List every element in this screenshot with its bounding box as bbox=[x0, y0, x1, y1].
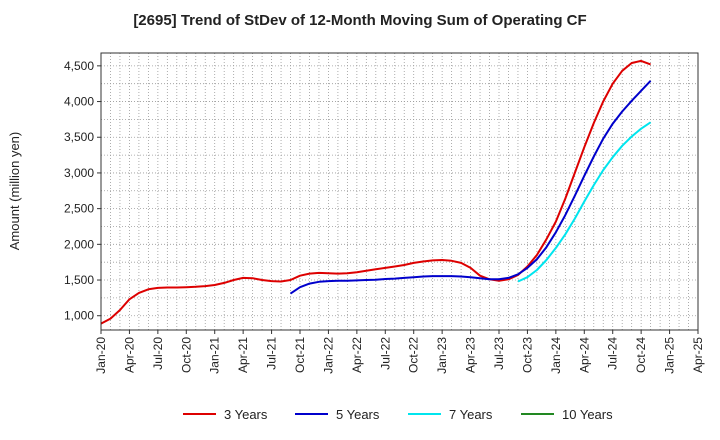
x-tick-label: Jan-21 bbox=[208, 337, 222, 374]
x-tick-label: Apr-20 bbox=[122, 337, 136, 373]
plot-frame bbox=[100, 52, 699, 331]
x-tick-label: Apr-21 bbox=[236, 337, 250, 373]
legend-label: 3 Years bbox=[224, 407, 268, 422]
x-tick-label: Jan-25 bbox=[663, 337, 677, 374]
grid bbox=[101, 53, 698, 330]
x-tick-label: Oct-24 bbox=[634, 337, 648, 373]
y-tick-label: 2,500 bbox=[64, 202, 94, 216]
x-tick-label: Jul-21 bbox=[265, 337, 279, 370]
x-tick-label: Oct-23 bbox=[520, 337, 534, 373]
legend-label: 7 Years bbox=[449, 407, 493, 422]
legend-label: 5 Years bbox=[336, 407, 380, 422]
x-tick-label: Jul-23 bbox=[492, 337, 506, 370]
series-line-5-years bbox=[289, 80, 652, 295]
x-tick-label: Oct-22 bbox=[407, 337, 421, 373]
x-tick-label: Jul-22 bbox=[378, 337, 392, 370]
x-tick-label: Jan-20 bbox=[94, 337, 108, 374]
x-tick-label: Apr-25 bbox=[691, 337, 705, 373]
x-tick-label: Jan-23 bbox=[435, 337, 449, 374]
plot-area bbox=[101, 53, 698, 330]
y-tick-label: 3,500 bbox=[64, 130, 94, 144]
x-axis: Jan-20 Apr-20 Jul-20 Oct-20 Jan-21 Apr-21 Jul-… bbox=[94, 330, 705, 374]
x-tick-label: Jul-20 bbox=[151, 337, 165, 370]
chart-title: [2695] Trend of StDev of 12-Month Moving… bbox=[133, 12, 587, 29]
x-tick-label: Apr-22 bbox=[350, 337, 364, 373]
y-tick-label: 1,000 bbox=[64, 309, 94, 323]
y-tick-label: 3,000 bbox=[64, 166, 94, 180]
y-axis-label: Amount (million yen) bbox=[7, 132, 22, 251]
series-line-3-years bbox=[100, 59, 651, 325]
x-tick-label: Apr-24 bbox=[577, 337, 591, 373]
series-line-7-years bbox=[517, 121, 652, 283]
y-tick-label: 4,000 bbox=[64, 95, 94, 109]
legend: 3 Years 5 Years 7 Years 10 Years bbox=[183, 407, 613, 422]
x-tick-label: Jan-24 bbox=[549, 337, 563, 374]
series-lines bbox=[100, 59, 652, 325]
y-tick-label: 1,500 bbox=[64, 273, 94, 287]
x-tick-label: Jul-24 bbox=[606, 337, 620, 370]
x-tick-label: Apr-23 bbox=[464, 337, 478, 373]
y-tick-label: 2,000 bbox=[64, 237, 94, 251]
y-axis: 1,000 1,500 2,000 2,500 3,000 3,500 4,000 4,500 bbox=[64, 59, 101, 323]
x-tick-label: Jan-22 bbox=[321, 337, 335, 374]
x-tick-label: Oct-20 bbox=[179, 337, 193, 373]
legend-label: 10 Years bbox=[562, 407, 613, 422]
x-tick-label: Oct-21 bbox=[293, 337, 307, 373]
y-tick-label: 4,500 bbox=[64, 59, 94, 73]
